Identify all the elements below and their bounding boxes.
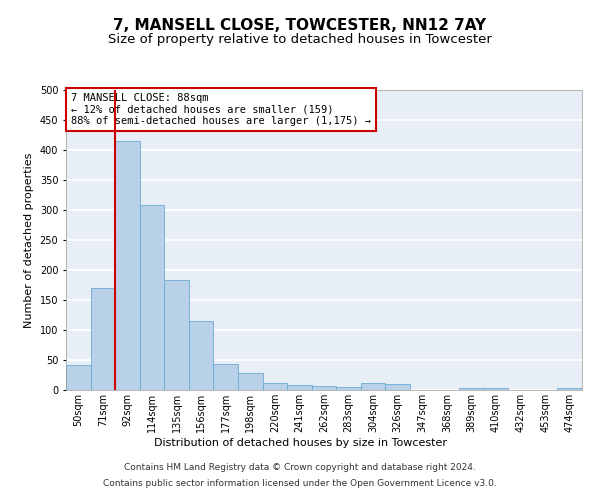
Bar: [140, 205, 164, 390]
Text: Contains public sector information licensed under the Open Government Licence v3: Contains public sector information licen…: [103, 478, 497, 488]
Bar: [312, 386, 336, 390]
Bar: [91, 288, 115, 390]
Bar: [557, 388, 582, 390]
Bar: [115, 141, 140, 390]
Bar: [385, 384, 410, 390]
Bar: [214, 364, 238, 390]
Text: 7, MANSELL CLOSE, TOWCESTER, NN12 7AY: 7, MANSELL CLOSE, TOWCESTER, NN12 7AY: [113, 18, 487, 32]
Text: Size of property relative to detached houses in Towcester: Size of property relative to detached ho…: [108, 32, 492, 46]
Bar: [361, 384, 385, 390]
Bar: [287, 384, 312, 390]
Y-axis label: Number of detached properties: Number of detached properties: [24, 152, 34, 328]
Text: Contains HM Land Registry data © Crown copyright and database right 2024.: Contains HM Land Registry data © Crown c…: [124, 464, 476, 472]
Text: 7 MANSELL CLOSE: 88sqm
← 12% of detached houses are smaller (159)
88% of semi-de: 7 MANSELL CLOSE: 88sqm ← 12% of detached…: [71, 93, 371, 126]
Bar: [164, 280, 189, 390]
Bar: [189, 321, 214, 390]
Bar: [336, 387, 361, 390]
Text: Distribution of detached houses by size in Towcester: Distribution of detached houses by size …: [154, 438, 446, 448]
Bar: [484, 388, 508, 390]
Bar: [66, 365, 91, 390]
Bar: [263, 384, 287, 390]
Bar: [459, 388, 484, 390]
Bar: [238, 373, 263, 390]
